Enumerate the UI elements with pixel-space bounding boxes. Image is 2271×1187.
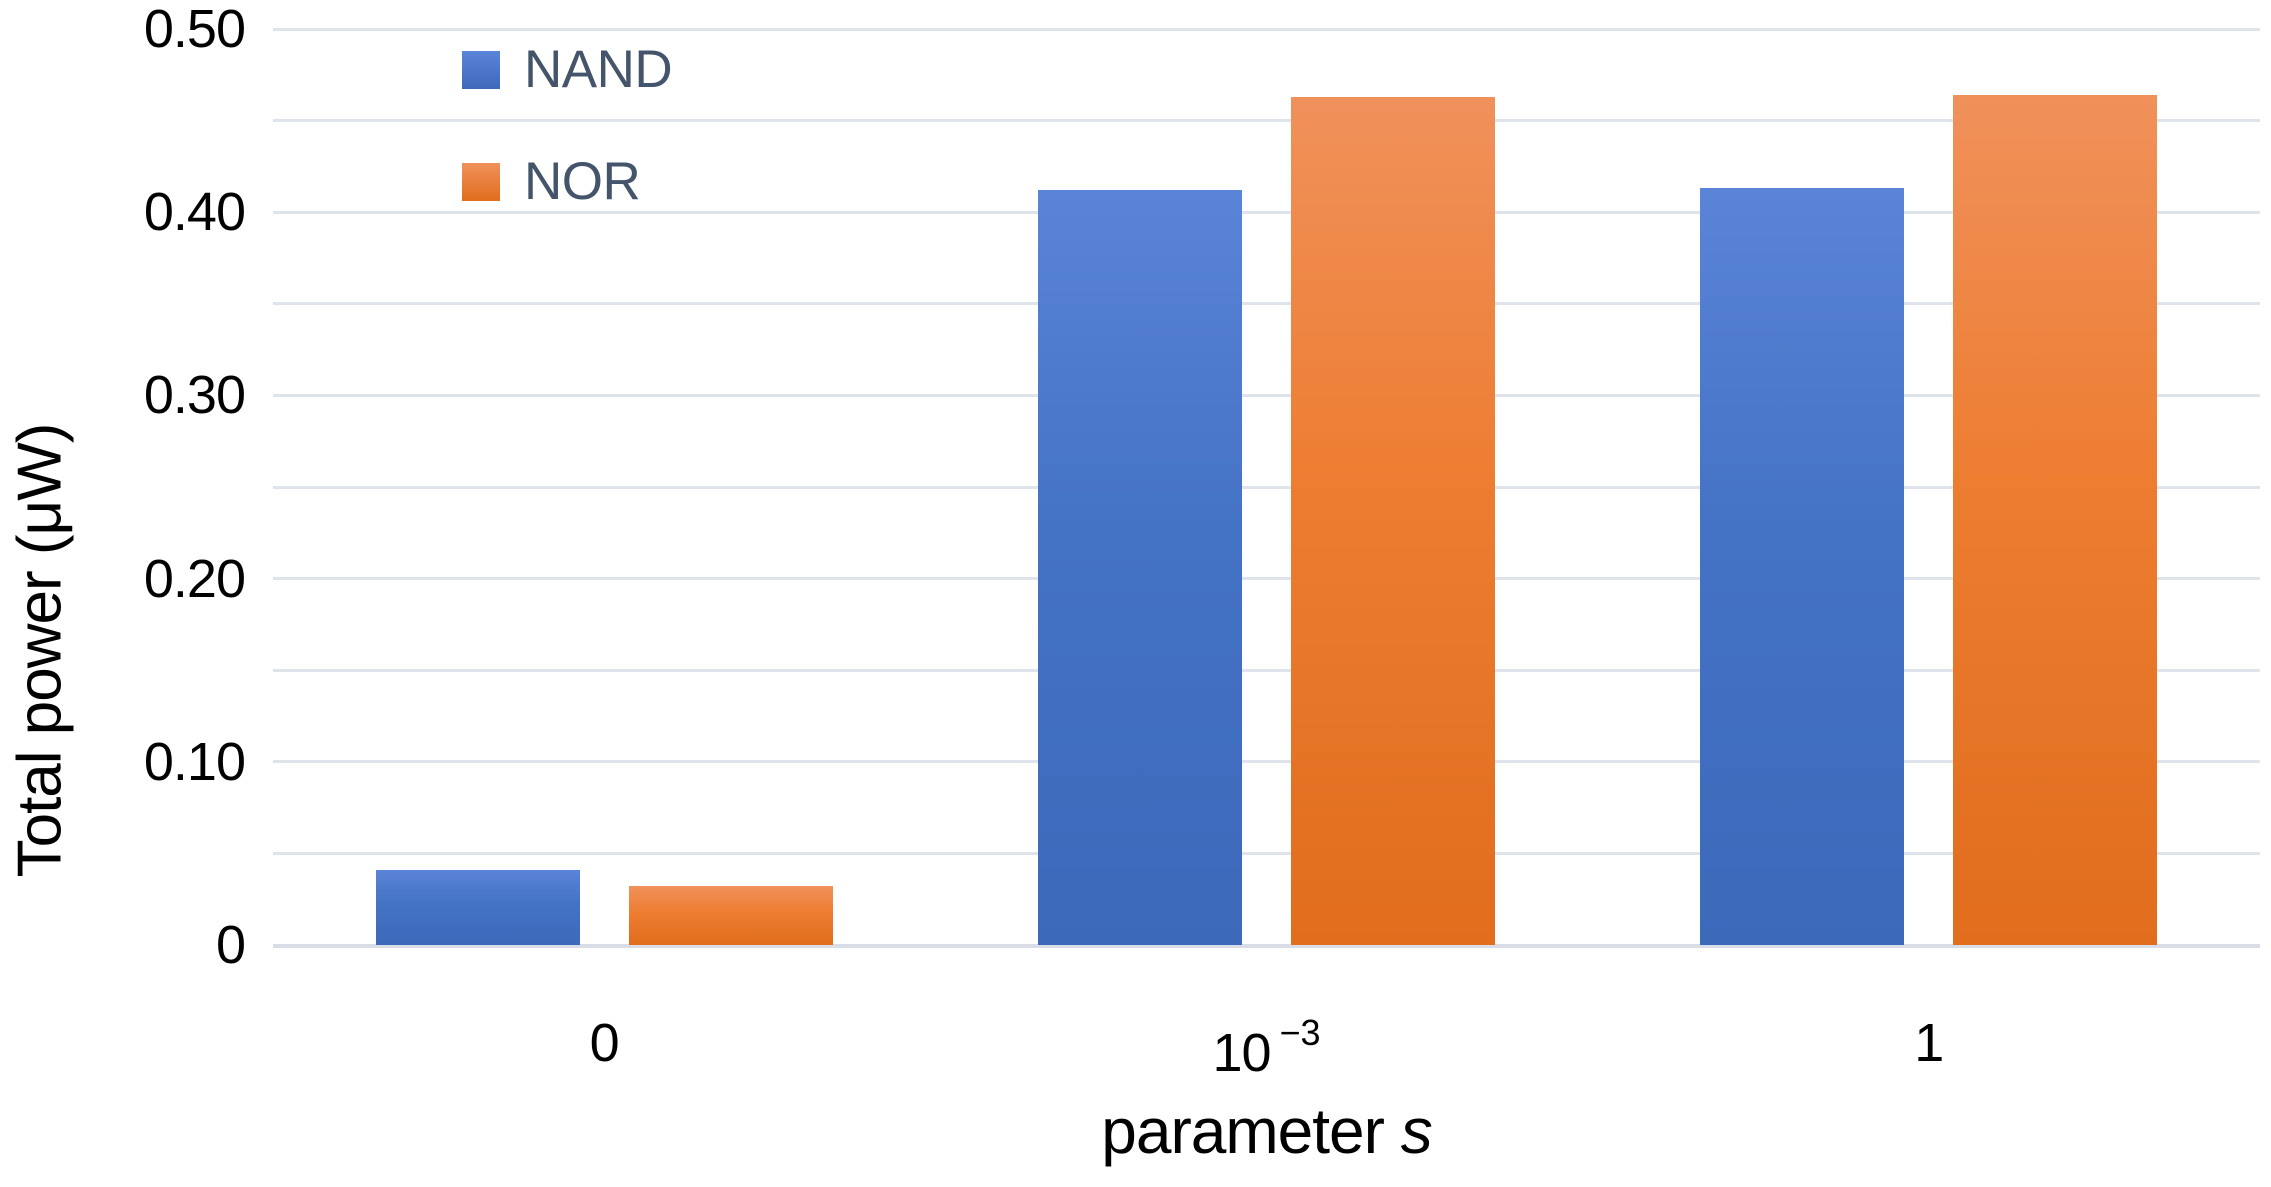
y-tick-label: 0.20 [143, 548, 246, 609]
bar-nor-2 [1953, 95, 2158, 945]
y-tick-label: 0.50 [143, 0, 246, 59]
gridline [273, 485, 2260, 489]
legend-label-nand: NAND [524, 40, 673, 99]
gridline [273, 302, 2260, 306]
y-tick-label: 0.10 [143, 731, 246, 792]
x-tick-label-text: 10 [1212, 1023, 1271, 1083]
gridline [273, 119, 2260, 123]
gridline [273, 851, 2260, 855]
legend-swatch-nor [462, 163, 500, 201]
gridline [273, 27, 2260, 31]
gridline [273, 943, 2260, 948]
x-axis-title: parameter s [273, 1094, 2260, 1168]
bar-nand-2 [1700, 188, 1905, 945]
y-axis-title-text: Total power (μW) [5, 423, 75, 877]
plot-area [273, 27, 2260, 948]
gridline [273, 668, 2260, 672]
x-axis-title-italic: s [1400, 1095, 1433, 1167]
x-tick-label: 1 [1779, 1012, 2079, 1074]
legend-label-nor: NOR [524, 152, 641, 211]
gridline [273, 577, 2260, 581]
x-tick-label: 0 [454, 1012, 754, 1074]
gridline [273, 760, 2260, 764]
bar-nand-0 [375, 869, 580, 945]
y-tick-label: 0.30 [143, 365, 246, 426]
y-tick-label: 0.40 [143, 182, 246, 243]
bar-nor-0 [628, 886, 833, 945]
x-axis-title-text: parameter [1101, 1095, 1401, 1167]
legend-item-nor: NOR [462, 152, 641, 212]
x-tick-label-superscript: −3 [1279, 1012, 1321, 1053]
y-axis-title: Total power (μW) [0, 90, 90, 1187]
x-tick-label-text: 0 [589, 1013, 620, 1073]
legend-swatch-nand [462, 51, 500, 89]
bar-nor-1 [1291, 96, 1495, 945]
bar-nand-1 [1038, 190, 1242, 945]
gridline [273, 393, 2260, 397]
legend-item-nand: NAND [462, 40, 673, 100]
y-tick-label: 0 [215, 915, 246, 975]
x-tick-label: 10 −3 [1117, 1012, 1417, 1084]
x-tick-label-text: 1 [1914, 1013, 1944, 1073]
gridline [273, 210, 2260, 214]
